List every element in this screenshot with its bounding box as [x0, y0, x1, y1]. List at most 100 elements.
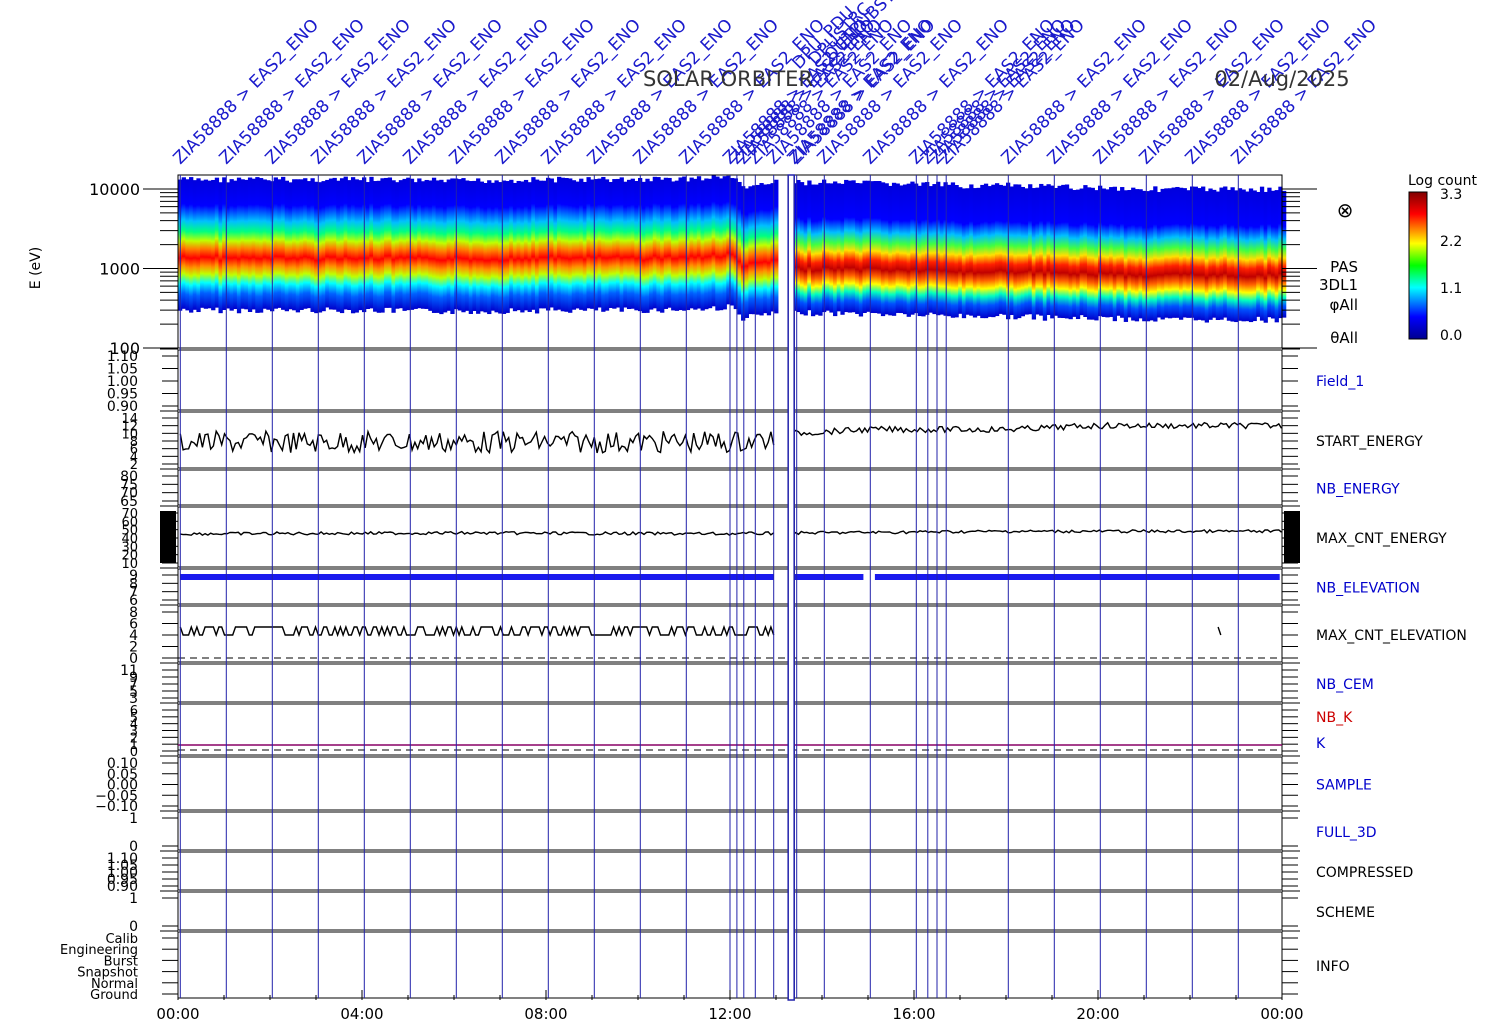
spectrogram-column: [347, 180, 352, 310]
spectrogram-column: [240, 179, 245, 309]
spectrogram-column: [593, 179, 599, 311]
spectrogram-column: [619, 177, 624, 312]
spectrogram-column: [869, 181, 875, 313]
spectrogram-column: [825, 183, 830, 311]
time-axis: 00:00 04:00 08:00 12:00 16:00 20:00 00:00: [156, 990, 1304, 1020]
spectrogram-column: [626, 179, 632, 310]
spectrogram-column: [354, 179, 359, 313]
panel-tick-label: 6: [129, 617, 138, 633]
spectrogram-column: [649, 181, 654, 310]
spectrogram-column: [258, 178, 264, 313]
panel-tick-label: 1.05: [107, 362, 138, 378]
spectrogram-column: [281, 176, 286, 310]
colorbar-tick-label: 0.0: [1440, 328, 1462, 344]
spectrogram-column: [439, 179, 444, 315]
spectrogram-side-label: 3DL1: [1319, 276, 1358, 294]
panel-tick-label: 3: [129, 691, 138, 707]
spectrogram-column: [682, 176, 687, 311]
spectrogram-column: [796, 180, 801, 313]
panel-tick-label: 2: [129, 640, 138, 656]
spectrogram-column: [1046, 184, 1051, 315]
panel-label: SCHEME: [1316, 905, 1375, 921]
colorbar-tick-label: 2.2: [1440, 234, 1462, 250]
panel-tick-label: 60: [121, 515, 138, 530]
spectrogram-column: [1024, 188, 1029, 315]
mission-title: SOLAR ORBITER: [643, 67, 813, 91]
spectrogram-column: [295, 179, 301, 313]
spectrogram-column: [1193, 186, 1198, 321]
spectrogram-column: [527, 182, 532, 312]
colorbar: Log count 3.3 2.2 1.1 0.0: [1408, 173, 1477, 344]
spectrogram-column: [214, 177, 220, 308]
spectrogram-column: [1212, 189, 1217, 318]
spectrogram-column: [873, 181, 878, 314]
spectrogram-column: [752, 185, 757, 315]
spectrogram-column: [446, 179, 451, 311]
spectrogram-column: [292, 179, 297, 311]
spectrogram-column: [1145, 191, 1151, 322]
spectrogram-column: [586, 177, 591, 309]
x-tick-label: 12:00: [708, 1005, 751, 1020]
panel-tick-label: 4: [130, 450, 138, 465]
panel-label: INFO: [1316, 959, 1350, 975]
spectrogram-column: [936, 181, 941, 316]
spectrogram-column: [501, 180, 507, 314]
spectrogram-column: [866, 180, 871, 312]
spectrogram-column: [674, 180, 680, 311]
spectrogram-column: [1131, 187, 1136, 321]
spectrogram-column: [266, 180, 271, 310]
spectrogram-column: [181, 177, 186, 309]
panel-label: SAMPLE: [1316, 778, 1372, 794]
spectrogram-column: [538, 180, 543, 309]
spectrogram-column: [656, 177, 661, 312]
spectrogram-column: [303, 178, 308, 309]
spectrogram-column: [965, 188, 970, 315]
panel-tick-label: 9: [129, 670, 138, 686]
spectrogram-column: [1105, 189, 1110, 318]
spectrogram-column: [711, 175, 716, 307]
spectrogram-column: [1112, 186, 1117, 322]
spectrogram-column: [1160, 188, 1165, 320]
spectrogram-column: [509, 179, 514, 309]
panel-tick-label: 40: [121, 532, 138, 547]
spectrogram-column: [1186, 190, 1191, 318]
panel-tick-label: 0: [129, 839, 138, 855]
spectrogram-column: [590, 179, 595, 309]
spectrogram-column: [939, 186, 945, 315]
spectrogram-column: [803, 185, 808, 316]
spectrogram-column: [972, 188, 978, 318]
spectrogram-column: [406, 177, 411, 311]
spectrogram-column: [737, 181, 742, 315]
x-tick-label: 00:00: [156, 1005, 199, 1020]
spectrogram-ylabel: E (eV): [28, 247, 44, 289]
panel-info: CalibEngineeringBurstSnapshotNormalGroun…: [60, 930, 1350, 1003]
spectrogram-column: [1050, 185, 1055, 319]
spectrogram-column: [516, 180, 521, 311]
spectrogram-column: [479, 181, 485, 312]
spectrogram-column: [1086, 187, 1092, 320]
panel-tick-label: 5: [130, 711, 138, 726]
spectrogram-tick-label: 10000: [89, 180, 140, 199]
spectrogram-column: [1263, 191, 1268, 323]
spectrogram-column: [833, 181, 838, 317]
panel-tick-label: Burst: [104, 954, 138, 969]
spectrogram-column: [1178, 187, 1184, 320]
spectrogram-column: [829, 183, 834, 313]
spectrogram-column: [365, 182, 370, 309]
spectrogram-column: [862, 180, 867, 314]
spectrogram-column: [450, 178, 455, 314]
spectrogram-column: [1175, 186, 1180, 318]
spectrogram-column: [685, 181, 691, 311]
panel-tick-label: 1.00: [107, 374, 138, 390]
housekeeping-panels: 1.101.051.000.950.90Field_11412108642STA…: [60, 348, 1467, 1003]
spectrogram-symbol: ⊗: [1337, 198, 1354, 222]
spectrogram-column: [902, 184, 908, 315]
spectrogram-column: [851, 180, 856, 313]
spectrogram-column: [763, 184, 768, 314]
panel-tick-label: 0: [130, 745, 138, 760]
spectrogram-column: [498, 182, 503, 314]
spectrogram-column: [969, 184, 974, 316]
panel-tick-label: 8: [130, 435, 138, 450]
spectrogram-column: [704, 178, 709, 310]
spectrogram-column: [1274, 190, 1279, 323]
